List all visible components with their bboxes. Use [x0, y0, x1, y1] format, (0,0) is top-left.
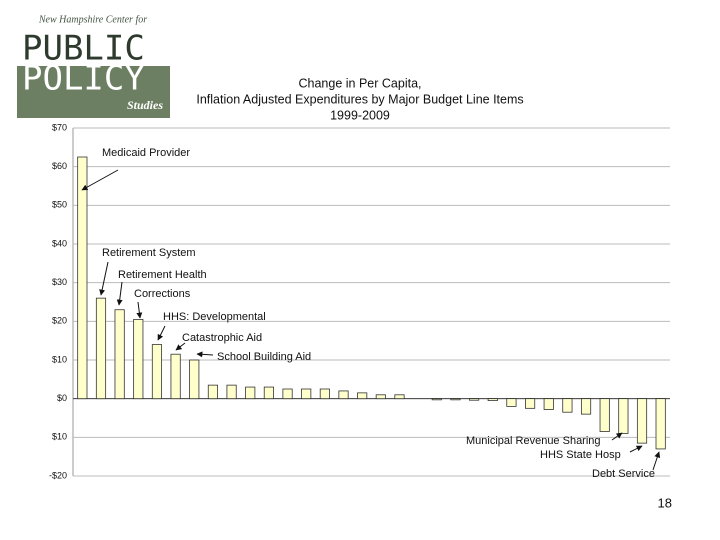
y-tick-label: $10	[52, 354, 67, 364]
y-tick-label: $30	[52, 277, 67, 287]
annotation: Corrections	[134, 288, 191, 300]
chart-title: Change in Per Capita,	[299, 76, 422, 90]
bar	[189, 359, 200, 400]
bar	[543, 398, 554, 410]
bar	[562, 398, 573, 413]
bar	[469, 398, 480, 401]
bar	[375, 394, 386, 400]
y-tick-label: $20	[52, 316, 67, 326]
y-tick-label: $0	[57, 393, 67, 403]
annotation-arrow	[136, 301, 143, 319]
bar	[282, 388, 293, 400]
bar	[263, 386, 274, 400]
bar	[133, 318, 144, 400]
logo-bottom: Studies	[127, 98, 163, 112]
annotation: Retirement Health	[118, 269, 207, 281]
logo-top: New Hampshire Center for	[38, 14, 147, 25]
logo-line2: POLICY	[22, 59, 145, 99]
bar	[151, 344, 163, 400]
bar	[114, 309, 125, 400]
y-tick-label: $40	[52, 238, 67, 248]
y-tick-label: $70	[52, 122, 67, 132]
bar	[655, 398, 666, 450]
bar	[431, 398, 442, 401]
logo-upper	[17, 14, 170, 66]
annotation: HHS State Hosp	[540, 449, 621, 461]
bar	[245, 386, 256, 400]
annotation-arrow	[196, 351, 214, 358]
bar	[301, 388, 312, 400]
bar	[319, 388, 330, 400]
annotation-arrow	[629, 445, 643, 453]
y-tick-label: $50	[52, 200, 67, 210]
bar	[226, 384, 237, 400]
bar	[450, 398, 461, 401]
annotation: School Building Aid	[217, 351, 311, 363]
y-tick-label: -$20	[49, 470, 67, 480]
annotation-arrow	[611, 432, 623, 441]
bar	[525, 398, 536, 409]
bar	[599, 398, 610, 432]
annotation: Catastrophic Aid	[182, 332, 262, 344]
annotation: Municipal Revenue Sharing	[466, 435, 601, 447]
bar	[170, 353, 181, 400]
bar	[357, 392, 368, 400]
annotation-arrow	[81, 169, 119, 191]
bar	[580, 398, 592, 415]
logo: New Hampshire Center for PUBLIC POLICY S…	[17, 14, 170, 118]
y-tick-label: $60	[52, 161, 67, 171]
bar	[506, 398, 517, 407]
page-number: 18	[658, 495, 672, 510]
chart-title: 1999-2009	[330, 108, 390, 122]
bar	[394, 394, 405, 400]
annotation: Retirement System	[102, 247, 196, 259]
annotation-arrow	[157, 325, 166, 341]
annotation-arrow	[175, 342, 186, 351]
annotation: Medicaid Provider	[102, 147, 190, 159]
bar	[207, 384, 218, 400]
bar	[95, 297, 107, 400]
bar	[338, 390, 349, 400]
bar	[618, 398, 629, 434]
chart-title: Inflation Adjusted Expenditures by Major…	[196, 92, 523, 106]
annotation-arrow	[652, 451, 661, 471]
y-tick-label: $10	[52, 432, 67, 442]
annotation-arrow	[116, 281, 123, 306]
logo-line1: PUBLIC	[22, 29, 145, 69]
bar	[636, 398, 648, 444]
annotation-arrow	[99, 261, 109, 296]
bar	[487, 398, 498, 401]
bar	[77, 156, 88, 400]
annotation: Debt Service	[592, 468, 655, 480]
annotation: HHS: Developmental	[163, 311, 266, 323]
